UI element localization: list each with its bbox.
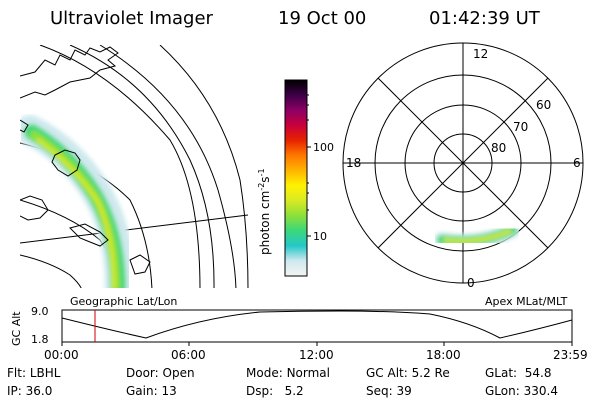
polar-aurora-emission	[434, 222, 520, 250]
map-coastlines	[20, 46, 151, 275]
footer-seq: Seq: 39	[366, 384, 412, 398]
altitude-curve	[61, 310, 573, 339]
footer-mode: Mode: Normal	[246, 366, 330, 380]
mlt-label-6: 6	[573, 156, 581, 170]
colorbar-tick-10: 10	[313, 230, 327, 243]
footer-door: Door: Open	[126, 366, 195, 380]
altitude-xtick-1: 06:00	[171, 348, 206, 362]
altitude-xtick-0: 00:00	[44, 348, 79, 362]
footer-glat: GLat: 54.8	[485, 366, 552, 380]
footer-ip: IP: 36.0	[7, 384, 53, 398]
footer-filter: Flt: LBHL	[7, 366, 61, 380]
altitude-ticks	[61, 342, 573, 346]
mlat-label-60: 60	[536, 98, 552, 112]
altitude-xtick-3: 18:00	[426, 348, 461, 362]
altitude-ytick-max: 9.0	[31, 305, 49, 318]
footer-gc-alt: GC Alt: 5.2 Re	[366, 366, 450, 380]
instrument-title: Ultraviolet Imager	[50, 8, 213, 29]
map-caption: Geographic Lat/Lon	[70, 295, 178, 308]
footer-glon: GLon: 330.4	[485, 384, 558, 398]
footer-dsp: Dsp: 5.2	[246, 384, 304, 398]
colorbar-unit-label: photon cm-2s-1	[257, 168, 272, 255]
colorbar	[284, 79, 308, 277]
altitude-xtick-2: 12:00	[299, 348, 334, 362]
mlt-label-18: 18	[346, 156, 362, 170]
altitude-ytick-min: 1.8	[31, 333, 49, 346]
map-latitude-arcs	[20, 45, 249, 288]
polar-caption: Apex MLat/MLT	[485, 295, 568, 308]
altitude-plot-frame	[61, 309, 573, 343]
geographic-map	[20, 45, 249, 288]
date-label: 19 Oct 00	[278, 8, 367, 29]
mlt-label-0: 0	[467, 276, 475, 290]
altitude-xtick-4: 23:59	[553, 348, 588, 362]
colorbar-tick-100: 100	[313, 141, 334, 154]
footer-gain: Gain: 13	[126, 384, 177, 398]
altitude-axis-title: GC Alt	[10, 311, 23, 346]
mlt-label-12: 12	[473, 47, 489, 61]
mlat-label-70: 70	[513, 120, 529, 134]
colorbar-ticks	[307, 94, 311, 237]
map-aurora-emission	[20, 115, 135, 288]
mlat-label-80: 80	[491, 141, 507, 155]
time-label: 01:42:39 UT	[429, 8, 540, 29]
